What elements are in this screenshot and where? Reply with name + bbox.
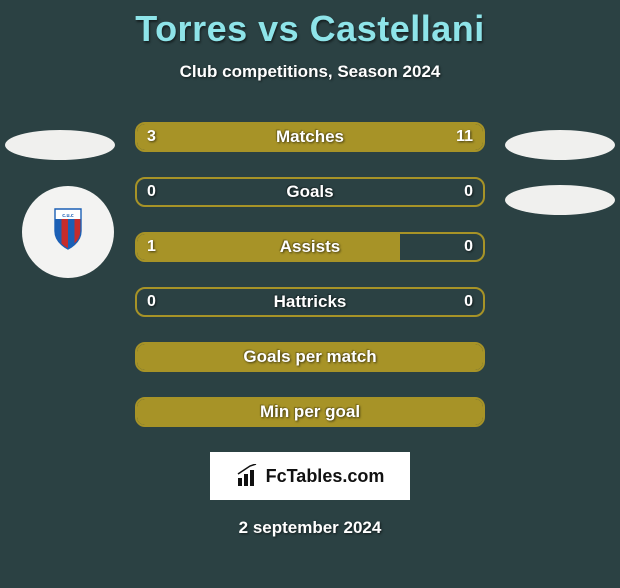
stat-value-left: 3 [147, 128, 156, 146]
stat-row: Assists1 0 [135, 232, 485, 262]
stat-label: Goals per match [137, 347, 483, 367]
stat-value-left: 0 [147, 183, 156, 201]
stat-row: Matches3 11 [135, 122, 485, 152]
stat-bar: Matches3 11 [135, 122, 485, 152]
page-title: Torres vs Castellani [0, 8, 620, 50]
stat-bar: Hattricks0 0 [135, 287, 485, 317]
stat-label: Hattricks [137, 292, 483, 312]
stat-label: Min per goal [137, 402, 483, 422]
stat-bar: Goals per match [135, 342, 485, 372]
stat-row: Min per goal [135, 397, 485, 427]
logo-text: FcTables.com [266, 466, 385, 487]
stat-row: Goals per match [135, 342, 485, 372]
stat-bar: Assists1 0 [135, 232, 485, 262]
stat-row: Hattricks0 0 [135, 287, 485, 317]
date-label: 2 september 2024 [0, 518, 620, 538]
stat-label: Matches [137, 127, 483, 147]
stat-bar: Goals0 0 [135, 177, 485, 207]
player-photo-placeholder-right-1 [505, 130, 615, 160]
stat-value-left: 0 [147, 293, 156, 311]
shield-icon: c.u.c [53, 207, 83, 251]
stat-value-right: 11 [456, 128, 473, 146]
club-badge-left: c.u.c [22, 186, 114, 278]
stat-label: Goals [137, 182, 483, 202]
stat-bar: Min per goal [135, 397, 485, 427]
bar-chart-icon [236, 464, 260, 488]
stat-value-left: 1 [147, 238, 156, 256]
svg-text:c.u.c: c.u.c [62, 213, 74, 219]
stat-value-right: 0 [464, 183, 473, 201]
stat-value-right: 0 [464, 238, 473, 256]
stats-bars: Matches311Goals00Assists10Hattricks00Goa… [135, 122, 485, 427]
stat-value-right: 0 [464, 293, 473, 311]
player-photo-placeholder-right-2 [505, 185, 615, 215]
stat-row: Goals0 0 [135, 177, 485, 207]
subtitle: Club competitions, Season 2024 [0, 62, 620, 82]
stat-label: Assists [137, 237, 483, 257]
fctables-logo: FcTables.com [210, 452, 410, 500]
player-photo-placeholder-left [5, 130, 115, 160]
